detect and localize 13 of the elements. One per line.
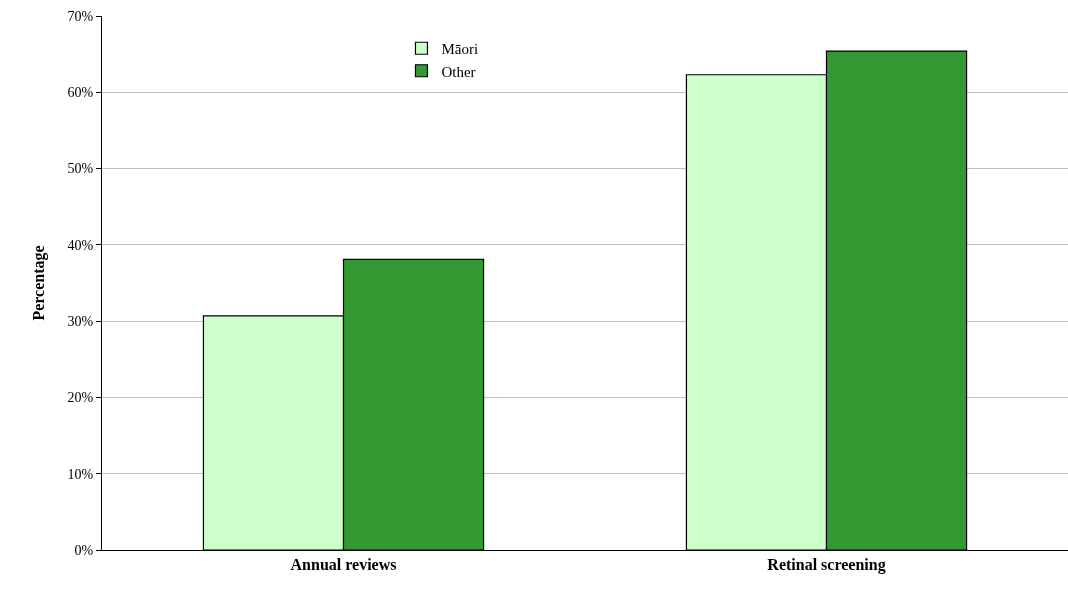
y-tick-label: 40% [67, 237, 94, 253]
y-tick-label: 20% [67, 390, 94, 406]
y-axis-title: Percentage [30, 245, 49, 321]
legend-label: Māori [441, 41, 479, 58]
x-tick-label: Annual reviews [290, 556, 397, 574]
y-tick-label: 70% [67, 8, 94, 24]
y-tick-label: 10% [67, 466, 94, 482]
y-tick-label: 50% [67, 161, 94, 177]
legend-label: Other [441, 63, 476, 80]
y-tick-label: 30% [67, 314, 94, 330]
y-tick-label: 60% [67, 85, 94, 101]
x-tick-label: Retinal screening [767, 556, 886, 575]
y-tick-label: 0% [74, 542, 94, 558]
